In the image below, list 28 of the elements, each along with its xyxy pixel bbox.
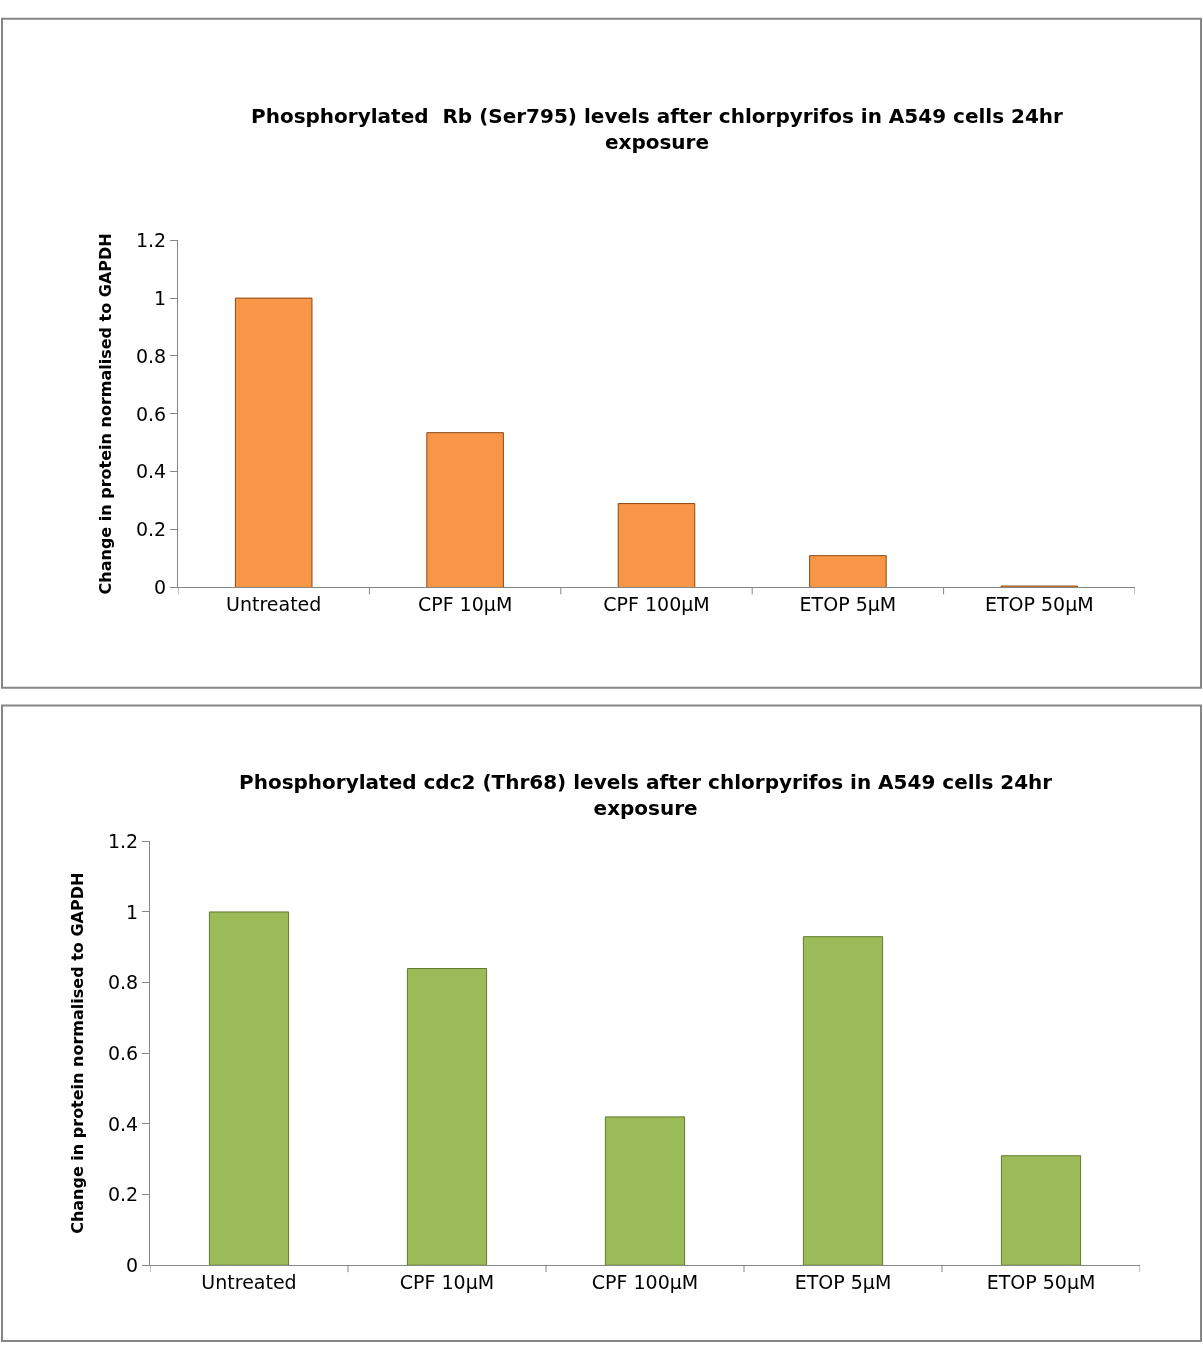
x-tick-label: CPF 10µM [417,593,513,616]
y-tick-label: 0.4 [135,460,167,483]
x-tick-label: CPF 100µM [603,593,710,616]
x-tick-label: ETOP 5µM [794,1271,892,1294]
y-tick-label: 0.6 [135,402,167,425]
x-tick-label: ETOP 50µM [986,1271,1096,1294]
y-tick-label: 1.2 [107,829,139,852]
chart-title: Phosphorylated Rb (Ser795) levels after chlorpyrifos in A549 cells 24hr exposure [251,104,1064,154]
x-tick-label: Untreated [201,1271,297,1294]
x-tick-label: CPF 100µM [591,1271,699,1294]
y-tick-label: 0.2 [135,518,167,541]
y-tick-label: 0 [126,1253,139,1276]
y-tick-label: 1 [154,286,167,309]
y-axis-title: Change in protein normalised to GAPDH [67,872,87,1234]
y-tick-label: 0.8 [107,971,139,994]
y-tick-label: 0.6 [107,1041,139,1064]
y-tick-label: 1 [126,900,139,923]
y-tick-label: 0 [154,576,167,599]
x-tick-label: CPF 10µM [399,1271,495,1294]
y-tick-label: 0.8 [135,344,167,367]
y-tick-label: 0.2 [107,1183,139,1206]
x-tick-label: ETOP 50µM [984,593,1094,616]
x-tick-label: Untreated [226,593,322,616]
y-tick-label: 0.4 [107,1112,139,1135]
chart-title: Phosphorylated cdc2 (Thr68) levels after chlorpyrifos in A549 cells 24hr exposure [239,770,1053,820]
y-axis-title: Change in protein normalised to GAPDH [95,233,115,595]
y-tick-label: 1.2 [135,228,167,251]
x-tick-label: ETOP 5µM [799,593,897,616]
